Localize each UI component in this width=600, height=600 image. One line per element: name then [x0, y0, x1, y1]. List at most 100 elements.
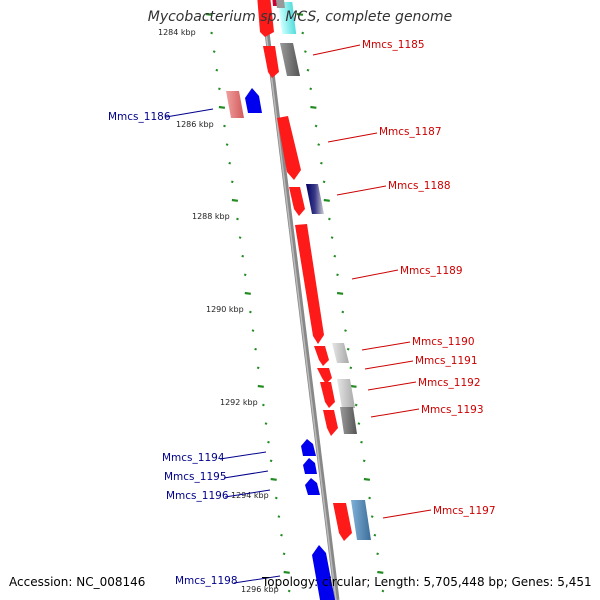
label-leader-1198	[233, 575, 281, 584]
inner-track-tick	[249, 310, 252, 314]
gene-label-1188[interactable]: Mmcs_1188	[388, 180, 451, 192]
outer-tick-track	[296, 12, 385, 593]
inner-track-tick	[270, 477, 277, 481]
label-leader-1191	[364, 360, 414, 370]
inner-track-tick	[280, 533, 283, 537]
label-leader-1190	[361, 341, 411, 351]
gene-label-1185[interactable]: Mmcs_1185	[362, 39, 425, 51]
label-leader-1196	[224, 489, 271, 498]
gene-label-1193[interactable]: Mmcs_1193	[421, 404, 484, 416]
gene-arrow-1187[interactable]	[277, 116, 301, 180]
inner-track-tick	[251, 329, 255, 332]
gene-arrow-forward[interactable]	[263, 46, 279, 78]
gene-box-gray-top[interactable]	[275, 0, 285, 8]
outer-track-tick	[344, 329, 347, 332]
outer-track-tick	[336, 291, 344, 295]
gene-arrow-1195[interactable]	[303, 458, 317, 474]
inner-track-tick	[236, 217, 239, 221]
label-leader-1195	[223, 470, 269, 479]
inner-track-tick	[215, 68, 219, 72]
gene-label-1195[interactable]: Mmcs_1195	[164, 471, 227, 483]
gene-box-1188[interactable]	[306, 184, 324, 214]
gene-arrow-top-partial[interactable]	[257, 0, 274, 37]
gene-box-1197[interactable]	[351, 500, 371, 540]
label-leader-1185	[312, 44, 361, 56]
gene-arrow-1197[interactable]	[333, 503, 352, 541]
inner-track-tick	[269, 459, 273, 463]
gene-label-1192[interactable]: Mmcs_1192	[418, 377, 481, 389]
gene-box-1192[interactable]	[337, 379, 355, 408]
label-leader-1197	[382, 509, 432, 519]
outer-track-tick	[346, 347, 350, 351]
outer-track-tick	[350, 384, 357, 388]
outer-track-tick	[306, 68, 310, 72]
inner-tick-track	[205, 12, 291, 593]
tick-label-1290: 1290 kbp	[206, 305, 244, 314]
gene-label-1198[interactable]: Mmcs_1198	[175, 575, 238, 587]
inner-track-tick	[218, 105, 226, 109]
inner-track-tick	[257, 384, 264, 388]
inner-track-tick	[231, 198, 239, 202]
label-leader-1189	[351, 269, 399, 280]
outer-track-tick	[376, 552, 379, 556]
gene-arrow-1196[interactable]	[305, 478, 320, 495]
outer-track-tick	[333, 254, 337, 258]
inner-track-tick	[230, 180, 234, 184]
inner-track-tick	[254, 347, 257, 351]
gene-label-1189[interactable]: Mmcs_1189	[400, 265, 463, 277]
outer-track-tick	[328, 217, 331, 221]
gene-label-1196[interactable]: Mmcs_1196	[166, 490, 229, 502]
inner-track-tick	[223, 124, 226, 128]
gene-box-1193[interactable]	[340, 407, 357, 434]
gene-label-1186[interactable]: Mmcs_1186	[108, 111, 171, 123]
gene-box-1186[interactable]	[226, 91, 244, 118]
outer-track-tick	[368, 496, 371, 500]
gene-label-1187[interactable]: Mmcs_1187	[379, 126, 442, 138]
gene-box-1190[interactable]	[332, 343, 349, 363]
gene-label-1191[interactable]: Mmcs_1191	[415, 355, 478, 367]
gene-box-cyan[interactable]	[278, 2, 297, 34]
tick-label-1296: 1296 kbp	[241, 585, 279, 594]
gene-arrow-1188[interactable]	[289, 187, 305, 216]
gene-arrow-1193[interactable]	[323, 410, 338, 436]
inner-track-tick	[205, 12, 213, 16]
label-leader-1187	[327, 132, 378, 143]
inner-track-tick	[210, 31, 213, 35]
accession-text: Accession: NC_008146	[9, 575, 146, 589]
inner-track-tick	[225, 143, 229, 146]
genome-backbone-highlight	[261, 0, 337, 600]
inner-track-tick	[218, 87, 221, 91]
outer-track-tick	[357, 422, 361, 425]
outer-track-tick	[317, 143, 321, 146]
outer-track-tick	[301, 31, 305, 35]
label-leader-1192	[367, 381, 417, 391]
outer-track-tick	[310, 105, 317, 109]
outer-track-tick	[323, 198, 330, 202]
label-leader-1194	[219, 451, 267, 460]
outer-track-tick	[377, 570, 384, 574]
gene-arrow-1194[interactable]	[301, 439, 316, 456]
gene-arrow-1189[interactable]	[295, 224, 324, 344]
gene-arrow-1192[interactable]	[320, 382, 335, 408]
gene-arrow-1198[interactable]	[312, 545, 335, 600]
outer-track-tick	[330, 236, 334, 239]
gene-arrow-1190[interactable]	[314, 346, 329, 366]
gene-arrow-reverse-1186[interactable]	[245, 88, 262, 113]
gene-label-1197[interactable]: Mmcs_1197	[433, 505, 496, 517]
inner-track-tick	[277, 515, 281, 518]
outer-track-tick	[314, 124, 318, 128]
outer-track-tick	[320, 161, 323, 165]
outer-track-tick	[336, 273, 339, 277]
gene-arrow-1191[interactable]	[317, 368, 332, 384]
outer-track-tick	[349, 366, 353, 370]
tick-label-1288: 1288 kbp	[192, 212, 230, 221]
inner-track-tick	[274, 496, 278, 500]
outer-track-tick	[309, 87, 313, 91]
gene-label-1194[interactable]: Mmcs_1194	[162, 452, 225, 464]
gene-label-1190[interactable]: Mmcs_1190	[412, 336, 475, 348]
tick-label-1284: 1284 kbp	[158, 28, 196, 37]
gene-box-1185[interactable]	[280, 43, 300, 76]
inner-track-tick	[283, 570, 290, 574]
